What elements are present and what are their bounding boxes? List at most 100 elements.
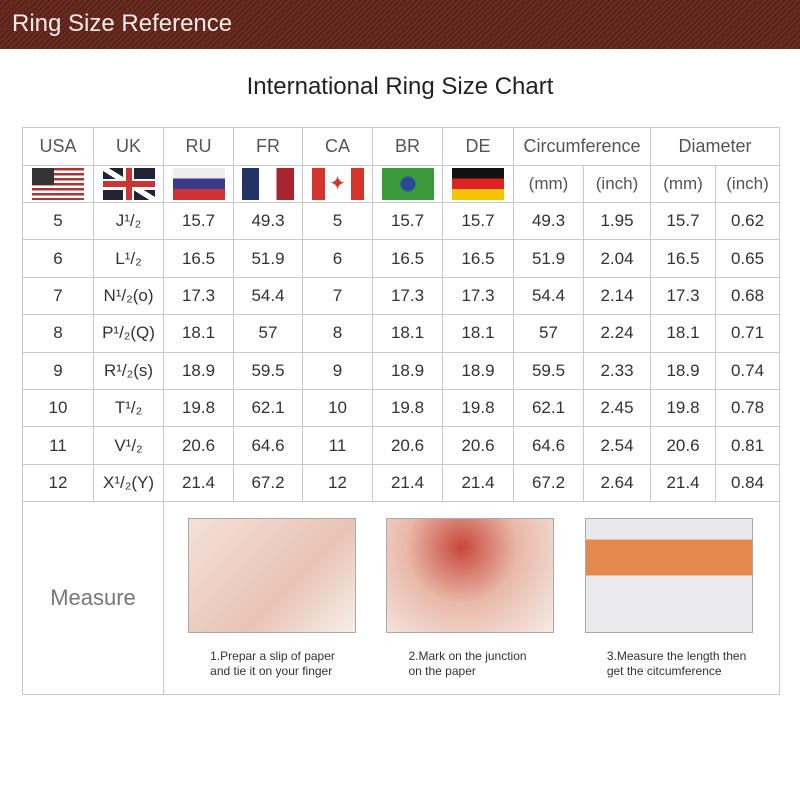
- header-circumference: Circumference: [512, 127, 652, 166]
- cell-dia-inch: 0.68: [715, 276, 781, 316]
- cell-circ-mm: 57: [513, 314, 584, 353]
- step-illustration: [386, 517, 555, 633]
- cell-ca: 11: [302, 426, 373, 465]
- header-diameter: Diameter: [650, 127, 781, 166]
- unit-circ-inch: (inch): [582, 165, 652, 203]
- cell-fr: 49.3: [233, 201, 303, 241]
- cell-dia-mm: 21.4: [650, 463, 717, 503]
- measure-row: Measure 1.Prepar a slip of paper and tie i…: [22, 501, 781, 696]
- cell-usa: 12: [22, 463, 94, 503]
- cell-fr: 51.9: [233, 239, 303, 278]
- cell-ru: 18.1: [163, 314, 234, 353]
- br-flag-cell: [372, 165, 443, 203]
- cell-ru: 16.5: [163, 239, 234, 278]
- cell-uk: V¹/₂: [93, 426, 164, 465]
- cell-ru: 21.4: [163, 463, 234, 503]
- cell-de: 19.8: [442, 388, 514, 428]
- cell-uk: T¹/₂: [93, 388, 164, 428]
- cell-br: 18.9: [372, 351, 443, 390]
- header-ca: CA: [302, 127, 373, 166]
- cell-br: 20.6: [372, 426, 443, 465]
- cell-ca: 12: [302, 463, 373, 503]
- header-ru: RU: [163, 127, 234, 166]
- russia-flag-icon: [172, 168, 225, 200]
- table-row: 10 T¹/₂ 19.8 62.1 10 19.8 19.8 62.1 2.45 19.8 0.78: [22, 388, 781, 428]
- cell-usa: 8: [22, 314, 94, 353]
- cell-uk: N¹/₂(o): [93, 276, 164, 316]
- measure-label-cell: Measure: [22, 501, 164, 696]
- measure-step: 2.Mark on the junction on the paper: [386, 517, 556, 679]
- cell-ru: 18.9: [163, 351, 234, 390]
- cell-de: 18.9: [442, 351, 514, 390]
- cell-de: 18.1: [442, 314, 514, 353]
- cell-usa: 11: [22, 426, 94, 465]
- header-fr: FR: [233, 127, 303, 166]
- step-caption-line1: 1.Prepar a slip of paper: [210, 648, 335, 663]
- cell-dia-inch: 0.62: [715, 201, 781, 241]
- cell-dia-inch: 0.78: [715, 388, 781, 428]
- cell-circ-inch: 2.45: [582, 388, 652, 428]
- france-flag-icon: [242, 168, 294, 200]
- table-row: 8 P¹/₂(Q) 18.1 57 8 18.1 18.1 57 2.24 18.1 0.71: [22, 314, 781, 353]
- cell-uk: L¹/₂: [93, 239, 164, 278]
- cell-uk: R¹/₂(s): [93, 351, 164, 390]
- cell-de: 17.3: [442, 276, 514, 316]
- chart-title: International Ring Size Chart: [246, 73, 554, 100]
- cell-br: 16.5: [372, 239, 443, 278]
- unit-circ-mm: (mm): [513, 165, 584, 203]
- cell-br: 21.4: [372, 463, 443, 503]
- cell-ru: 17.3: [163, 276, 234, 316]
- cell-de: 16.5: [442, 239, 514, 278]
- ru-flag-cell: [163, 165, 234, 203]
- cell-usa: 10: [22, 388, 94, 428]
- cell-dia-inch: 0.81: [715, 426, 781, 465]
- unit-dia-mm: (mm): [650, 165, 717, 203]
- germany-flag-icon: [452, 168, 504, 200]
- canada-flag-icon: ✦: [311, 168, 364, 200]
- cell-ru: 15.7: [163, 201, 234, 241]
- cell-usa: 5: [22, 201, 94, 241]
- cell-de: 21.4: [442, 463, 514, 503]
- cell-fr: 57: [233, 314, 303, 353]
- cell-dia-mm: 18.9: [650, 351, 717, 390]
- table-row: 6 L¹/₂ 16.5 51.9 6 16.5 16.5 51.9 2.04 16.5 0.65: [22, 239, 781, 278]
- table-row: 7 N¹/₂(o) 17.3 54.4 7 17.3 17.3 54.4 2.14 17.3 0.6…: [22, 276, 781, 316]
- step-caption-line1: 2.Mark on the junction: [408, 648, 527, 663]
- cell-usa: 9: [22, 351, 94, 390]
- cell-circ-mm: 49.3: [513, 201, 584, 241]
- cell-fr: 54.4: [233, 276, 303, 316]
- cell-dia-mm: 15.7: [650, 201, 717, 241]
- cell-ca: 9: [302, 351, 373, 390]
- cell-circ-mm: 59.5: [513, 351, 584, 390]
- cell-circ-mm: 51.9: [513, 239, 584, 278]
- step-caption-line2: get the citcumference: [606, 663, 722, 678]
- banner: Ring Size Reference: [0, 0, 800, 49]
- uk-flag-icon: [102, 168, 155, 200]
- cell-circ-inch: 2.64: [582, 463, 652, 503]
- cell-ca: 7: [302, 276, 373, 316]
- ring-size-table: USA UK RU FR CA BR DE Circumference Diam…: [22, 127, 781, 696]
- cell-circ-inch: 2.04: [582, 239, 652, 278]
- cell-circ-inch: 2.14: [582, 276, 652, 316]
- banner-title: Ring Size Reference: [12, 10, 233, 37]
- cell-dia-mm: 18.1: [650, 314, 717, 353]
- cell-dia-inch: 0.71: [715, 314, 781, 353]
- cell-dia-inch: 0.84: [715, 463, 781, 503]
- cell-dia-mm: 16.5: [650, 239, 717, 278]
- cell-ru: 19.8: [163, 388, 234, 428]
- cell-circ-mm: 67.2: [513, 463, 584, 503]
- table-row: 5 J¹/₂ 15.7 49.3 5 15.7 15.7 49.3 1.95 15.7 0.62: [22, 201, 781, 241]
- de-flag-cell: [442, 165, 514, 203]
- cell-dia-mm: 20.6: [650, 426, 717, 465]
- cell-uk: J¹/₂: [93, 201, 164, 241]
- uk-flag-cell: [93, 165, 164, 203]
- cell-de: 20.6: [442, 426, 514, 465]
- header-de: DE: [442, 127, 514, 166]
- cell-circ-mm: 62.1: [513, 388, 584, 428]
- header-usa: USA: [22, 127, 94, 166]
- measure-step: 1.Prepar a slip of paper and tie it on yo…: [188, 517, 358, 679]
- step-illustration: [584, 517, 753, 633]
- cell-ca: 6: [302, 239, 373, 278]
- cell-br: 17.3: [372, 276, 443, 316]
- cell-ca: 5: [302, 201, 373, 241]
